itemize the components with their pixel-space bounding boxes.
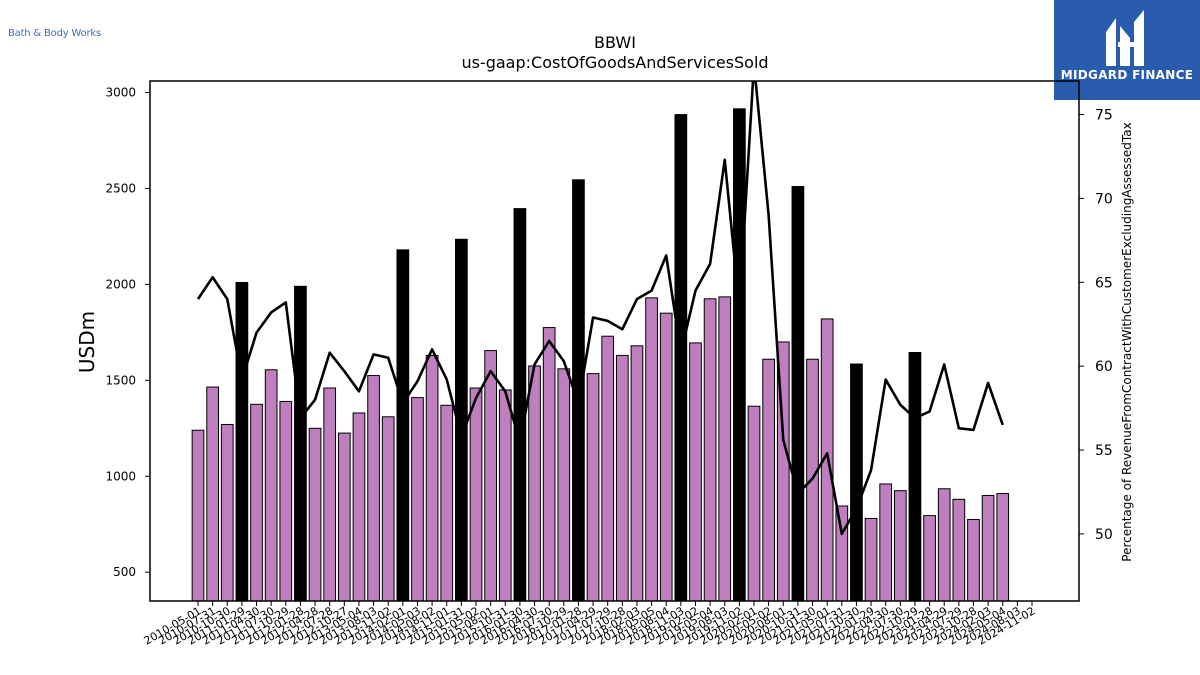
y-axis-label: USDm — [75, 311, 99, 373]
bar — [191, 429, 205, 602]
bar — [484, 350, 497, 602]
line-layer — [196, 81, 1004, 536]
bar — [893, 490, 907, 602]
chart-title: BBWI — [594, 33, 636, 52]
bar-highlighted — [791, 186, 805, 602]
bar — [996, 493, 1010, 602]
y-tick-label: 2000 — [105, 277, 136, 291]
bar — [337, 432, 351, 602]
bar — [601, 335, 615, 602]
y-tick-label: 1000 — [105, 469, 136, 483]
bar — [835, 505, 849, 602]
bar — [864, 517, 878, 602]
plot-frame — [149, 80, 1080, 602]
chart-subtitle: us-gaap:CostOfGoodsAndServicesSold — [461, 53, 768, 72]
y2-tick-label: 75 — [1095, 108, 1113, 124]
bar — [586, 373, 600, 602]
bar — [367, 375, 380, 602]
axes-layer: 500100015002000250030005055606570752010-… — [105, 86, 1112, 648]
bar — [703, 298, 717, 602]
bar — [981, 494, 995, 602]
bath-body-works-logo: Bath & Body Works — [8, 28, 101, 39]
y-tick-label: 2500 — [105, 181, 136, 195]
bar — [937, 488, 951, 602]
bar-highlighted — [850, 363, 863, 602]
bar — [220, 423, 234, 602]
bar — [469, 387, 483, 602]
bar — [967, 518, 980, 602]
bar — [381, 416, 395, 602]
bar — [718, 296, 732, 602]
bar — [308, 427, 322, 602]
bar — [923, 515, 936, 602]
bar — [352, 412, 366, 602]
y2-axis-label: Percentage of RevenueFromContractWithCus… — [1120, 122, 1134, 561]
bar — [645, 297, 658, 602]
y2-tick-label: 55 — [1095, 443, 1113, 459]
y2-tick-label: 60 — [1095, 359, 1113, 375]
y2-tick-label: 65 — [1095, 275, 1113, 291]
bar — [879, 483, 893, 602]
bars-layer — [191, 108, 1010, 602]
bar — [206, 386, 219, 602]
bar — [279, 400, 293, 602]
y2-tick-label: 70 — [1095, 191, 1113, 207]
y-tick-label: 1500 — [105, 373, 136, 387]
bar — [747, 405, 761, 602]
bar — [440, 404, 454, 602]
bar-highlighted — [294, 285, 307, 602]
bar — [659, 312, 673, 602]
bar-highlighted — [674, 114, 688, 602]
bar — [425, 354, 439, 602]
bar-highlighted — [513, 208, 527, 602]
bar — [250, 403, 263, 602]
midgard-finance-logo-icon — [1106, 10, 1144, 66]
bar — [557, 368, 571, 602]
bar — [630, 345, 644, 602]
bar — [542, 327, 556, 602]
y-tick-label: 3000 — [105, 86, 136, 100]
midgard-finance-text: MIDGARD FINANCE — [1060, 68, 1194, 82]
bar — [264, 369, 278, 602]
bar-highlighted — [908, 352, 922, 602]
bar — [323, 387, 337, 602]
bar — [689, 342, 702, 602]
bar — [411, 397, 424, 602]
bar — [528, 365, 541, 602]
percentage-line — [196, 81, 1004, 536]
bar — [952, 498, 966, 602]
bar-highlighted — [396, 249, 410, 602]
bar — [498, 389, 512, 602]
bar — [615, 354, 629, 602]
y-tick-label: 500 — [113, 565, 136, 579]
y2-tick-label: 50 — [1095, 527, 1113, 543]
bar-highlighted — [733, 108, 746, 602]
bar — [762, 358, 775, 602]
bar-highlighted — [235, 281, 249, 602]
